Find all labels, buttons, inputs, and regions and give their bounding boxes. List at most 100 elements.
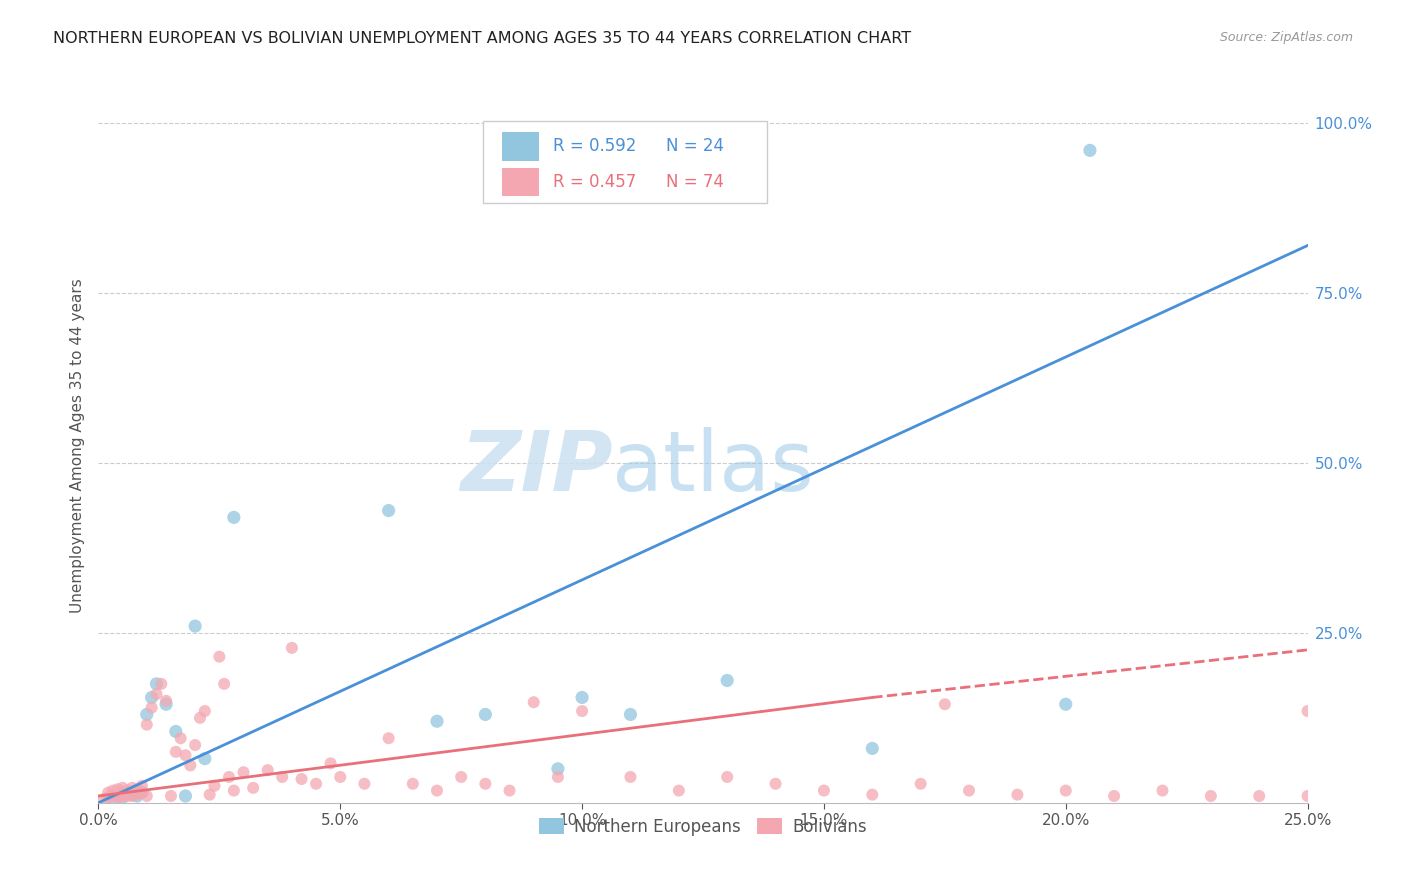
Point xyxy=(107,782,129,797)
Point xyxy=(101,792,124,806)
Point xyxy=(141,690,163,705)
Point xyxy=(169,731,191,746)
FancyBboxPatch shape xyxy=(482,121,768,203)
Point xyxy=(194,751,217,765)
Point xyxy=(91,792,114,806)
Point xyxy=(111,789,134,803)
Point xyxy=(218,770,240,784)
Point xyxy=(426,783,449,797)
Point xyxy=(222,783,245,797)
Point xyxy=(155,694,177,708)
Point xyxy=(353,777,375,791)
Point xyxy=(121,789,143,803)
Point xyxy=(174,789,197,803)
Point xyxy=(377,731,399,746)
Point xyxy=(1296,704,1319,718)
Point xyxy=(131,786,153,800)
Point xyxy=(571,690,593,705)
Point xyxy=(547,770,569,784)
Point xyxy=(101,783,124,797)
Point xyxy=(111,786,134,800)
Point xyxy=(141,700,163,714)
FancyBboxPatch shape xyxy=(502,168,538,196)
Point xyxy=(212,677,235,691)
Text: Source: ZipAtlas.com: Source: ZipAtlas.com xyxy=(1219,31,1353,45)
Point xyxy=(1078,144,1101,158)
Text: atlas: atlas xyxy=(613,427,814,508)
Point xyxy=(127,789,149,803)
Point xyxy=(111,780,134,795)
Point xyxy=(111,790,134,805)
Point xyxy=(160,789,183,803)
Text: ZIP: ZIP xyxy=(460,427,613,508)
Point xyxy=(523,695,546,709)
Point xyxy=(860,788,883,802)
Point xyxy=(145,687,167,701)
FancyBboxPatch shape xyxy=(502,132,538,161)
Point xyxy=(184,738,207,752)
Point xyxy=(194,704,217,718)
Point xyxy=(145,677,167,691)
Point xyxy=(135,707,157,722)
Point xyxy=(121,780,143,795)
Point xyxy=(668,783,690,797)
Point xyxy=(402,777,425,791)
Point xyxy=(97,790,120,805)
Point xyxy=(198,788,221,802)
Legend: Northern Europeans, Bolivians: Northern Europeans, Bolivians xyxy=(530,810,876,845)
Point xyxy=(188,711,211,725)
Point xyxy=(498,783,520,797)
Point xyxy=(127,782,149,797)
Point xyxy=(121,788,143,802)
Point xyxy=(1249,789,1271,803)
Point xyxy=(165,745,187,759)
Point xyxy=(208,649,231,664)
Point xyxy=(765,777,787,791)
Point xyxy=(232,765,254,780)
Point xyxy=(204,779,226,793)
Point xyxy=(1007,788,1029,802)
Text: NORTHERN EUROPEAN VS BOLIVIAN UNEMPLOYMENT AMONG AGES 35 TO 44 YEARS CORRELATION: NORTHERN EUROPEAN VS BOLIVIAN UNEMPLOYME… xyxy=(53,31,911,46)
Point xyxy=(474,707,496,722)
Point xyxy=(135,717,157,731)
Point xyxy=(179,758,201,772)
Point xyxy=(474,777,496,791)
Point xyxy=(1054,698,1077,712)
Point xyxy=(860,741,883,756)
Point xyxy=(131,779,153,793)
Point xyxy=(165,724,187,739)
Point xyxy=(377,503,399,517)
Point xyxy=(101,789,124,803)
Point xyxy=(271,770,294,784)
Point xyxy=(1102,789,1125,803)
Point xyxy=(242,780,264,795)
Point xyxy=(1054,783,1077,797)
Point xyxy=(305,777,328,791)
Point xyxy=(813,783,835,797)
Text: R = 0.592: R = 0.592 xyxy=(553,137,637,155)
Point xyxy=(135,789,157,803)
Point xyxy=(97,786,120,800)
Point xyxy=(174,748,197,763)
Point xyxy=(716,673,738,688)
Point xyxy=(910,777,932,791)
Point xyxy=(107,790,129,805)
Point xyxy=(184,619,207,633)
Point xyxy=(127,788,149,802)
Point xyxy=(290,772,312,786)
Point xyxy=(150,677,173,691)
Text: N = 24: N = 24 xyxy=(665,137,724,155)
Point xyxy=(619,707,641,722)
Text: N = 74: N = 74 xyxy=(665,173,724,191)
Point xyxy=(716,770,738,784)
Point xyxy=(117,789,139,803)
Point xyxy=(957,783,980,797)
Point xyxy=(450,770,472,784)
Point xyxy=(1152,783,1174,797)
Point xyxy=(222,510,245,524)
Point xyxy=(117,783,139,797)
Point xyxy=(256,763,278,777)
Point xyxy=(1296,789,1319,803)
Point xyxy=(547,762,569,776)
Point xyxy=(155,698,177,712)
